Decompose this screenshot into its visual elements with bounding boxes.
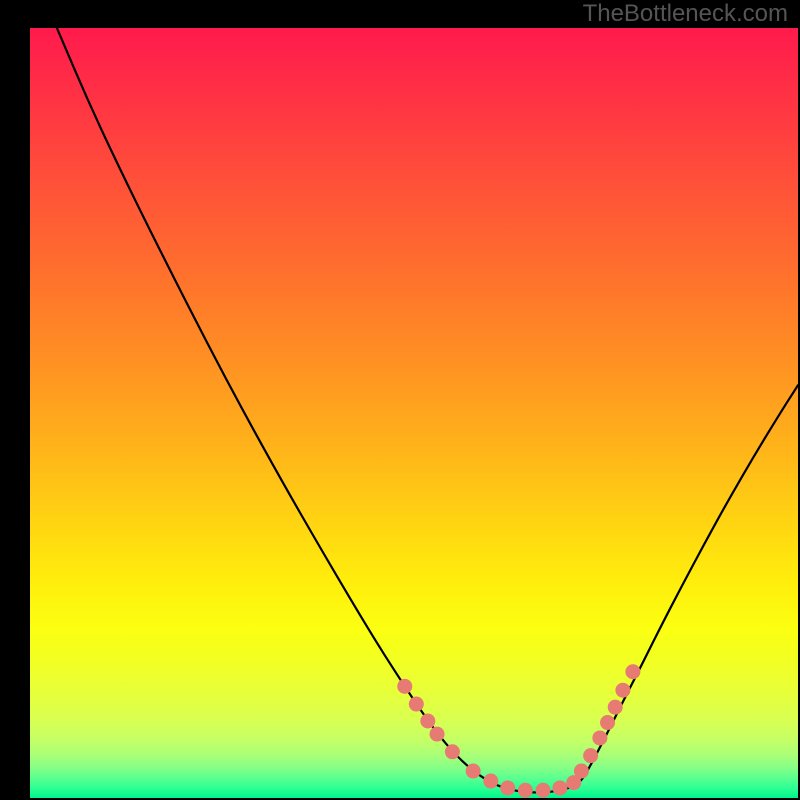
marker-dot [518, 783, 533, 798]
marker-dot [608, 700, 623, 715]
marker-dot [430, 727, 445, 742]
marker-dot [466, 764, 481, 779]
marker-dot [420, 714, 435, 729]
marker-dot [483, 774, 498, 789]
marker-dot [500, 780, 515, 795]
marker-dot [600, 715, 615, 730]
marker-dot [552, 780, 567, 795]
marker-dot [583, 748, 598, 763]
marker-group [397, 664, 640, 798]
marker-dot [625, 664, 640, 679]
watermark-text: TheBottleneck.com [583, 0, 788, 28]
marker-dot [615, 683, 630, 698]
marker-dot [397, 679, 412, 694]
marker-dot [445, 744, 460, 759]
chart-stage: { "watermark": { "text": "TheBottleneck.… [0, 0, 800, 800]
marker-dot [592, 730, 607, 745]
marker-dot [409, 697, 424, 712]
curve-layer [30, 28, 798, 798]
marker-dot [536, 783, 551, 798]
bottleneck-curve [57, 28, 798, 792]
marker-dot [574, 764, 589, 779]
plot-area [30, 28, 798, 798]
